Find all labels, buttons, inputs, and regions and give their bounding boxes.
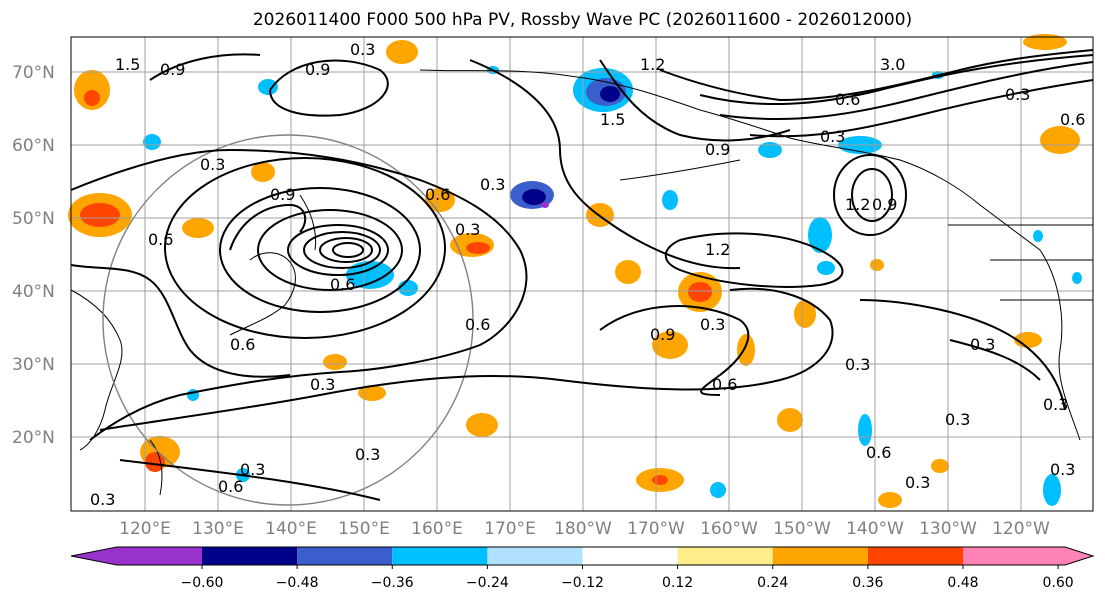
lat-label: 40°N [12,282,55,302]
svg-text:0.3: 0.3 [455,220,480,239]
lon-label: 150°E [338,519,390,539]
svg-text:0.9: 0.9 [305,60,330,79]
svg-text:0.6: 0.6 [712,375,737,394]
colorbar-tick-label: −0.24 [466,575,509,591]
lon-label: 130°W [919,519,977,539]
colorbar: −0.60 −0.48 −0.36 −0.24 −0.12 0.12 0.24 0.36 0.4… [70,546,1095,591]
svg-text:1.5: 1.5 [600,110,625,129]
colorbar-bin [582,547,678,565]
svg-text:0.3: 0.3 [350,40,375,59]
svg-text:0.3: 0.3 [200,155,225,174]
svg-text:1.5: 1.5 [115,55,140,74]
colorbar-tick-label: 0.60 [1043,575,1074,591]
svg-text:0.6: 0.6 [465,315,490,334]
map-panel [71,37,1093,511]
svg-text:0.6: 0.6 [218,477,243,496]
svg-text:0.3: 0.3 [1005,85,1030,104]
svg-text:0.3: 0.3 [480,175,505,194]
svg-text:0.6: 0.6 [835,90,860,109]
svg-text:1.2: 1.2 [705,240,730,259]
lat-label: 30°N [12,355,55,375]
pv-anomaly-shading [68,34,1082,508]
svg-text:0.3: 0.3 [970,335,995,354]
svg-text:0.9: 0.9 [872,195,897,214]
rossby-wave-circle [102,134,474,506]
lat-label: 50°N [12,209,55,229]
svg-text:0.6: 0.6 [330,275,355,294]
map-title: 2026011400 F000 500 hPa PV, Rossby Wave … [252,10,913,30]
colorbar-tick-label: 0.36 [852,575,883,591]
lon-label: 120°E [119,519,171,539]
lat-label: 20°N [12,428,55,448]
colorbar-bin [297,547,393,565]
colorbar-bin [487,547,583,565]
lat-label: 70°N [12,63,55,83]
lon-label: 120°W [992,519,1050,539]
svg-text:0.9: 0.9 [270,185,295,204]
lon-label: 140°W [846,519,904,539]
lon-label: 130°E [192,519,244,539]
lat-label: 60°N [12,136,55,156]
colorbar-bin [202,547,298,565]
svg-text:0.9: 0.9 [650,325,675,344]
svg-text:0.6: 0.6 [425,185,450,204]
svg-text:0.3: 0.3 [1050,460,1075,479]
colorbar-tick-label: −0.12 [561,575,604,591]
colorbar-bin [867,547,963,565]
colorbar-tick-label: −0.48 [276,575,319,591]
colorbar-tick-label: 0.24 [757,575,788,591]
colorbar-tick-label: 0.12 [662,575,693,591]
svg-text:0.3: 0.3 [240,460,265,479]
colorbar-tick-label: −0.36 [371,575,414,591]
svg-text:1.2: 1.2 [845,195,870,214]
gridlines [71,37,1093,511]
svg-text:0.6: 0.6 [148,230,173,249]
colorbar-tick-label: 0.48 [947,575,978,591]
svg-text:0.6: 0.6 [1060,110,1085,129]
colorbar-tick-label: −0.60 [181,575,224,591]
longitude-labels: 120°E 130°E 140°E 150°E 160°E 170°E 180°… [119,519,1050,539]
colorbar-extend-high [963,547,1093,565]
svg-text:0.3: 0.3 [355,445,380,464]
svg-text:3.0: 3.0 [880,55,905,74]
colorbar-outline [70,546,1095,566]
colorbar-bin [677,547,773,565]
lon-label: 170°E [484,519,536,539]
lon-label: 170°W [627,519,685,539]
svg-text:0.3: 0.3 [700,315,725,334]
svg-text:0.9: 0.9 [705,140,730,159]
colorbar-bin [392,547,488,565]
map-border [70,36,1094,512]
lon-label: 150°W [773,519,831,539]
lon-label: 160°W [700,519,758,539]
lon-label: 140°E [265,519,317,539]
pv-contours [70,49,1094,501]
latitude-labels: 70°N 60°N 50°N 40°N 30°N 20°N [12,63,55,448]
svg-text:0.3: 0.3 [905,473,930,492]
lon-label: 180°W [554,519,612,539]
svg-text:0.3: 0.3 [945,410,970,429]
colorbar-bin [772,547,868,565]
svg-text:0.3: 0.3 [820,127,845,146]
svg-text:0.6: 0.6 [230,335,255,354]
colorbar-extend-low [71,547,202,565]
svg-text:0.9: 0.9 [160,60,185,79]
svg-text:0.6: 0.6 [866,443,891,462]
svg-text:0.3: 0.3 [1043,395,1068,414]
svg-text:0.3: 0.3 [90,490,115,509]
svg-text:1.2: 1.2 [640,55,665,74]
svg-text:0.3: 0.3 [310,375,335,394]
svg-text:0.3: 0.3 [845,355,870,374]
contour-labels: 0.3 0.6 0.9 1.2 1.5 3.0 0.3 0.9 0.6 0.3 … [90,40,1085,509]
lon-label: 160°E [411,519,463,539]
